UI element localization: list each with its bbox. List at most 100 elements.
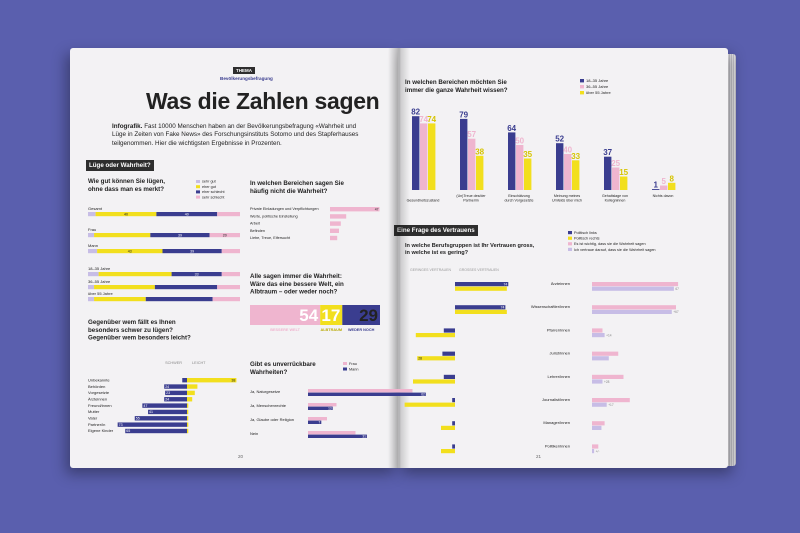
lying-difficulty-hard-bar <box>164 397 187 402</box>
truth-world-bar <box>320 305 343 325</box>
whole-truth-category: durch Vorgesetzte <box>505 199 534 203</box>
whole-truth-bar <box>428 123 436 190</box>
fixed-truths-title-line: Gibt es unverrückbare <box>250 361 316 368</box>
trust-professions-trust-bar <box>592 449 595 454</box>
legend-swatch-icon <box>568 236 572 240</box>
whole-truth-bar <box>652 189 660 190</box>
lying-skill-bar-label: 40 <box>124 212 128 216</box>
fixed-truths-mann-bar <box>308 434 367 438</box>
whole-truth-category: Meinung meines <box>554 194 581 198</box>
page-edges <box>726 54 736 466</box>
section-heading-right: Eine Frage des Vertrauens <box>394 225 478 236</box>
whole-truth-value: 79 <box>459 110 468 119</box>
trust-professions-title-line: In welche Berufsgruppen ist Ihr Vertraue… <box>405 243 535 249</box>
whole-truth-bar <box>516 145 524 190</box>
whole-truth-bar <box>604 156 612 190</box>
untruth-areas-label: 47 <box>375 207 379 211</box>
legend-swatch-icon <box>568 231 572 235</box>
lying-skill-title-line: ohne dass man es merkt? <box>88 186 164 193</box>
untruth-areas-category: Arbeit <box>250 222 261 226</box>
lying-difficulty-category: Partner/in <box>88 422 105 427</box>
trust-professions-trust-label: +28 <box>604 380 610 384</box>
lying-difficulty-title-line: Gegenüber wem besonders leicht? <box>88 335 191 342</box>
trust-professions-trust-bar <box>592 356 609 361</box>
lead-text: Infografik. Fast 10000 Menschen haben an… <box>112 123 358 148</box>
whole-truth-value: 33 <box>571 152 580 161</box>
trust-professions-legend: Es ist wichtig, dass sie die Wahrheit sa… <box>574 242 646 246</box>
trust-professions-category: Politiker/innen <box>545 443 570 448</box>
lying-difficulty-hard-label: 47 <box>143 404 147 408</box>
lying-difficulty-hard-bar <box>134 416 187 421</box>
fixed-truths-category: Nein <box>250 431 258 436</box>
lying-difficulty-hard-label: 23 <box>166 391 170 395</box>
untruth-areas-bar <box>330 207 380 212</box>
whole-truth-bar <box>556 143 564 190</box>
lying-difficulty-category: Freund/innen <box>88 403 112 408</box>
lying-skill-bar <box>95 212 157 217</box>
trust-professions-trust-label: 67 <box>675 287 679 291</box>
trust-professions-trust-bar <box>592 333 605 338</box>
trust-professions-right-bar <box>455 286 507 291</box>
legend-swatch-icon <box>196 190 200 194</box>
trust-professions-importance-bar <box>592 444 599 449</box>
lying-difficulty-hard-bar <box>117 422 187 427</box>
trust-professions-left-label: 74 <box>501 306 505 310</box>
lying-skill-bar <box>88 297 95 302</box>
trust-professions-category: Ärzteinnen <box>551 281 570 286</box>
lying-difficulty-hard-label: 24 <box>165 385 169 389</box>
lying-difficulty-hard-label: 24 <box>165 397 169 401</box>
lying-skill-bar <box>209 233 240 238</box>
trust-professions-importance-bar <box>592 374 624 379</box>
lying-difficulty-hard-bar <box>125 428 187 434</box>
trust-professions-importance-bar <box>592 305 676 310</box>
whole-truth-value: 5 <box>661 177 666 186</box>
trust-professions-legend: Ich vertraue darauf, dass sie die Wahrhe… <box>574 248 656 252</box>
legend-swatch-icon <box>343 362 347 365</box>
trust-professions-right-bar <box>415 333 455 338</box>
truth-world-bar <box>250 305 321 325</box>
lead-line-1: Fast 10000 Menschen haben an der Bevölke… <box>144 123 357 130</box>
lying-skill-bar <box>221 249 240 254</box>
fixed-truths-frau-bar <box>308 389 413 393</box>
untruth-areas-title-line: In welchen Bereichen sagen Sie <box>250 180 344 187</box>
whole-truth-value: 74 <box>419 115 428 124</box>
trust-professions-legend: Politisch rechts <box>574 237 600 241</box>
lying-difficulty-hard-bar <box>148 409 187 415</box>
whole-truth-value: 50 <box>515 137 524 146</box>
whole-truth-category: Gehaltslage von <box>602 194 628 198</box>
lying-difficulty-legend-easy: LEICHT <box>192 361 206 365</box>
truth-world-title-line: Wäre das eine bessere Welt, ein <box>250 281 344 288</box>
lying-skill-bar <box>88 212 96 217</box>
fixed-truths-title-line: Wahrheiten? <box>250 369 287 376</box>
truth-world-title-line: Alle sagen immer die Wahrheit: <box>250 273 342 280</box>
whole-truth-category: Gesundheitszustand <box>407 199 440 203</box>
whole-truth-category: Kollegninnen <box>605 199 626 203</box>
lying-skill-category: über 55 Jahre <box>88 291 113 296</box>
trust-professions-importance-bar <box>592 351 619 356</box>
whole-truth-value: 52 <box>555 135 564 144</box>
fixed-truths-frau-bar <box>308 431 356 435</box>
truth-world-title-line: Albtraum – oder weder noch? <box>250 289 338 296</box>
untruth-areas-category: Befinden <box>250 229 265 233</box>
lying-skill-bar <box>97 249 163 254</box>
untruth-areas-bar <box>330 228 339 233</box>
trust-professions-left-bar <box>452 398 455 403</box>
lying-difficulty-category: Vorgesetzte <box>88 390 110 395</box>
legend-swatch-icon <box>580 91 584 95</box>
untruth-areas-category: Werte, politische Einstellung <box>250 214 298 218</box>
rubric: Bevölkerungsbefragung <box>220 76 273 81</box>
whole-truth-value: 57 <box>467 130 476 139</box>
lying-skill-bar <box>94 297 146 302</box>
whole-truth-bar <box>460 118 468 190</box>
trust-professions-trust-bar <box>592 309 672 314</box>
lying-difficulty-title-line: besonders schwer zu lügen? <box>88 327 173 334</box>
fixed-truths-legend: Mann <box>349 368 359 372</box>
kicker-text: THEMA <box>236 68 252 73</box>
lying-difficulty-easy-bar <box>187 378 237 383</box>
trust-professions-trust-label: +17 <box>608 403 614 407</box>
trust-professions-right-bar <box>413 379 455 384</box>
trust-professions-importance-bar <box>592 328 603 333</box>
lying-skill-bar-label: 43 <box>128 249 132 253</box>
whole-truth-bar <box>412 116 420 190</box>
